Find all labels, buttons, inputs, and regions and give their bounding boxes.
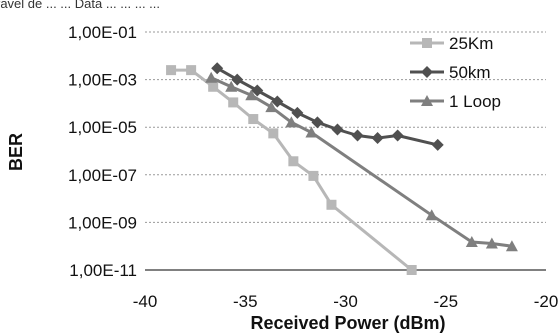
legend-marker xyxy=(422,38,432,48)
series-line xyxy=(169,68,414,272)
x-axis-title: Received Power (dBm) xyxy=(250,313,445,333)
series-25km xyxy=(166,65,417,275)
data-point xyxy=(205,71,218,83)
data-point xyxy=(265,101,278,113)
data-point xyxy=(371,132,384,145)
data-point xyxy=(166,65,177,76)
legend-label: 50km xyxy=(449,63,491,82)
data-point xyxy=(406,265,417,275)
y-tick-label: 1,00E-01 xyxy=(68,23,137,42)
data-point xyxy=(425,209,438,221)
series-1-loop xyxy=(205,71,518,252)
data-point xyxy=(291,106,304,119)
x-tick-label: -35 xyxy=(233,292,258,311)
legend-marker xyxy=(421,95,433,106)
series-50km xyxy=(211,62,444,151)
data-point xyxy=(225,80,238,92)
legend-item: 50km xyxy=(410,63,491,82)
data-point xyxy=(331,123,344,136)
x-tick-label: -20 xyxy=(534,292,559,311)
series-line xyxy=(209,76,514,248)
series-layer xyxy=(166,62,518,275)
data-point xyxy=(305,126,318,138)
data-point xyxy=(211,62,224,75)
data-point xyxy=(351,129,364,142)
legend: 25Km 50km 1 Loop xyxy=(410,34,501,111)
x-tick-label: -40 xyxy=(133,292,158,311)
data-point xyxy=(485,237,498,249)
legend-marker xyxy=(421,66,433,78)
data-point xyxy=(288,156,299,167)
grid-layer xyxy=(145,31,546,223)
data-point xyxy=(228,97,239,108)
data-point xyxy=(308,170,319,181)
x-tick-label: -30 xyxy=(333,292,358,311)
data-point xyxy=(391,129,404,142)
top-cropped-text: ravel de ... ... Data ... ... ... ... xyxy=(0,0,160,11)
data-point xyxy=(326,199,337,210)
data-point xyxy=(285,116,298,128)
legend-item: 1 Loop xyxy=(410,92,501,111)
y-tick-label: 1,00E-11 xyxy=(69,261,137,280)
data-point xyxy=(248,114,259,125)
y-tick-label: 1,00E-05 xyxy=(68,118,137,137)
x-tick-label: -25 xyxy=(433,292,458,311)
y-tick-label: 1,00E-03 xyxy=(68,71,137,90)
data-point xyxy=(245,89,258,101)
data-point xyxy=(311,116,324,129)
data-point xyxy=(231,73,244,86)
data-point xyxy=(271,95,284,108)
data-point xyxy=(186,65,197,76)
legend-label: 25Km xyxy=(449,34,493,53)
y-tick-label: 1,00E-07 xyxy=(68,166,137,185)
data-point xyxy=(251,84,264,97)
data-point xyxy=(431,138,444,151)
legend-item: 25Km xyxy=(410,34,493,53)
legend-label: 1 Loop xyxy=(449,92,501,111)
data-point xyxy=(505,240,518,252)
data-point xyxy=(268,128,279,139)
y-tick-label: 1,00E-09 xyxy=(68,213,137,232)
data-point xyxy=(208,81,219,92)
data-point xyxy=(465,236,478,248)
y-axis-title: BER xyxy=(6,133,26,171)
axis-layer: 1,00E-01 1,00E-03 1,00E-05 1,00E-07 1,00E-09… xyxy=(68,23,558,311)
